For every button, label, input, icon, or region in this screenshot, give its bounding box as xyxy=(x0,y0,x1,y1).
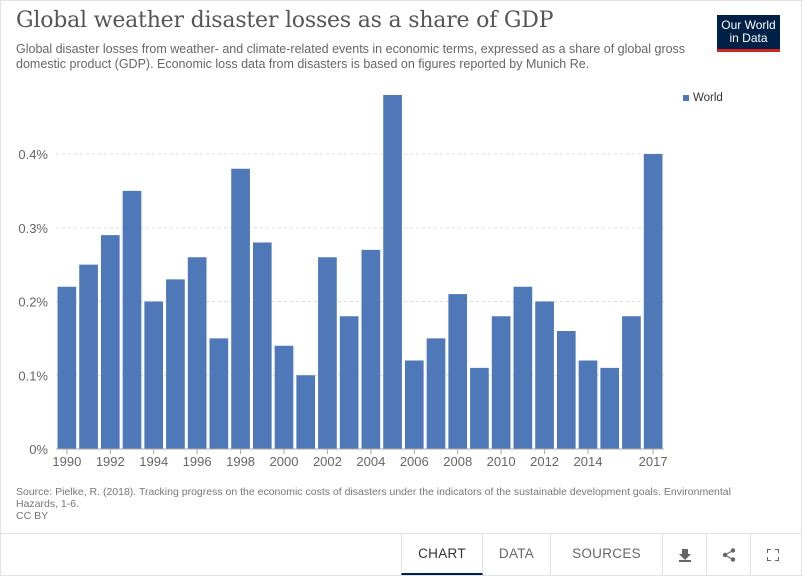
logo-line-2: in Data xyxy=(729,31,768,45)
bar-2000[interactable] xyxy=(274,345,294,449)
bar-1996[interactable] xyxy=(187,257,207,449)
x-tick-label: 2017 xyxy=(639,454,668,469)
footer-tab-bar: CHART DATA SOURCES xyxy=(0,533,802,575)
x-tick-label: 1990 xyxy=(52,454,81,469)
x-tick-label: 2012 xyxy=(530,454,559,469)
bar-1994[interactable] xyxy=(144,301,164,450)
share-button[interactable] xyxy=(707,534,751,575)
x-tick-label: 2000 xyxy=(270,454,299,469)
bar-2017[interactable] xyxy=(643,154,663,449)
chart-title: Global weather disaster losses as a shar… xyxy=(16,8,554,33)
y-tick-label: 0.3% xyxy=(18,221,48,236)
expand-icon xyxy=(767,548,779,561)
share-icon xyxy=(722,547,735,562)
bar-chart: 0% 0.1% 0.2% 0.3% 0.4% 1990 1992 1994 1996 1998 2… xyxy=(18,95,668,469)
y-tick-label: 0.1% xyxy=(18,368,48,383)
y-tick-label: 0.4% xyxy=(18,147,48,162)
bar-2008[interactable] xyxy=(448,294,468,449)
tab-chart[interactable]: CHART xyxy=(401,534,483,575)
x-axis-ticks: 1990 1992 1994 1996 1998 2000 2002 2004 2006 2008… xyxy=(52,449,668,469)
source-text: Source: Pielke, R. (2018). Tracking prog… xyxy=(16,486,731,510)
bar-2007[interactable] xyxy=(426,338,446,449)
bar-1997[interactable] xyxy=(209,338,229,449)
tab-sources[interactable]: SOURCES xyxy=(551,534,663,575)
x-tick-label: 1992 xyxy=(96,454,125,469)
bar-2015[interactable] xyxy=(600,367,620,449)
bar-2005[interactable] xyxy=(383,95,402,449)
bar-1998[interactable] xyxy=(231,168,250,449)
bar-2010[interactable] xyxy=(491,316,511,449)
x-tick-label: 1994 xyxy=(139,454,168,469)
bar-1999[interactable] xyxy=(252,242,272,450)
x-tick-label: 2004 xyxy=(356,454,385,469)
y-tick-label: 0.2% xyxy=(18,295,48,310)
legend[interactable]: World xyxy=(683,92,723,104)
bar-2016[interactable] xyxy=(622,316,641,449)
bar-2006[interactable] xyxy=(404,360,424,450)
bar-2009[interactable] xyxy=(470,367,489,449)
x-tick-label: 2010 xyxy=(487,454,516,469)
owid-logo[interactable]: Our World in Data xyxy=(717,15,780,52)
bar-2002[interactable] xyxy=(318,257,337,449)
license-text[interactable]: CC BY xyxy=(16,510,49,522)
x-tick-label: 2014 xyxy=(574,454,603,469)
x-tick-label: 2008 xyxy=(443,454,472,469)
chart-subtitle: Global disaster losses from weather- and… xyxy=(16,42,686,71)
bar-2012[interactable] xyxy=(535,301,554,450)
bar-1992[interactable] xyxy=(100,235,120,449)
fullscreen-button[interactable] xyxy=(751,534,795,575)
bar-1991[interactable] xyxy=(79,264,98,449)
bar-1990[interactable] xyxy=(57,286,77,449)
bar-1993[interactable] xyxy=(122,190,142,449)
download-icon xyxy=(678,548,691,562)
tab-data[interactable]: DATA xyxy=(483,534,551,575)
x-tick-label: 2006 xyxy=(400,454,429,469)
source-note: Source: Pielke, R. (2018). Tracking prog… xyxy=(16,486,736,522)
y-axis-ticks: 0% 0.1% 0.2% 0.3% 0.4% xyxy=(18,147,48,457)
bars xyxy=(57,95,663,450)
bar-2001[interactable] xyxy=(296,375,316,449)
bar-2014[interactable] xyxy=(578,360,598,450)
download-button[interactable] xyxy=(663,534,707,575)
legend-swatch xyxy=(683,95,689,101)
bar-2004[interactable] xyxy=(361,249,381,449)
x-tick-label: 1996 xyxy=(183,454,212,469)
x-tick-label: 2002 xyxy=(313,454,342,469)
logo-line-1: Our World xyxy=(721,18,776,32)
bar-1995[interactable] xyxy=(166,279,185,449)
x-tick-label: 1998 xyxy=(226,454,255,469)
y-tick-label: 0% xyxy=(29,442,48,457)
bar-2003[interactable] xyxy=(339,316,359,449)
bar-2011[interactable] xyxy=(513,286,533,449)
legend-label-world: World xyxy=(693,92,723,104)
bar-2013[interactable] xyxy=(556,331,576,449)
